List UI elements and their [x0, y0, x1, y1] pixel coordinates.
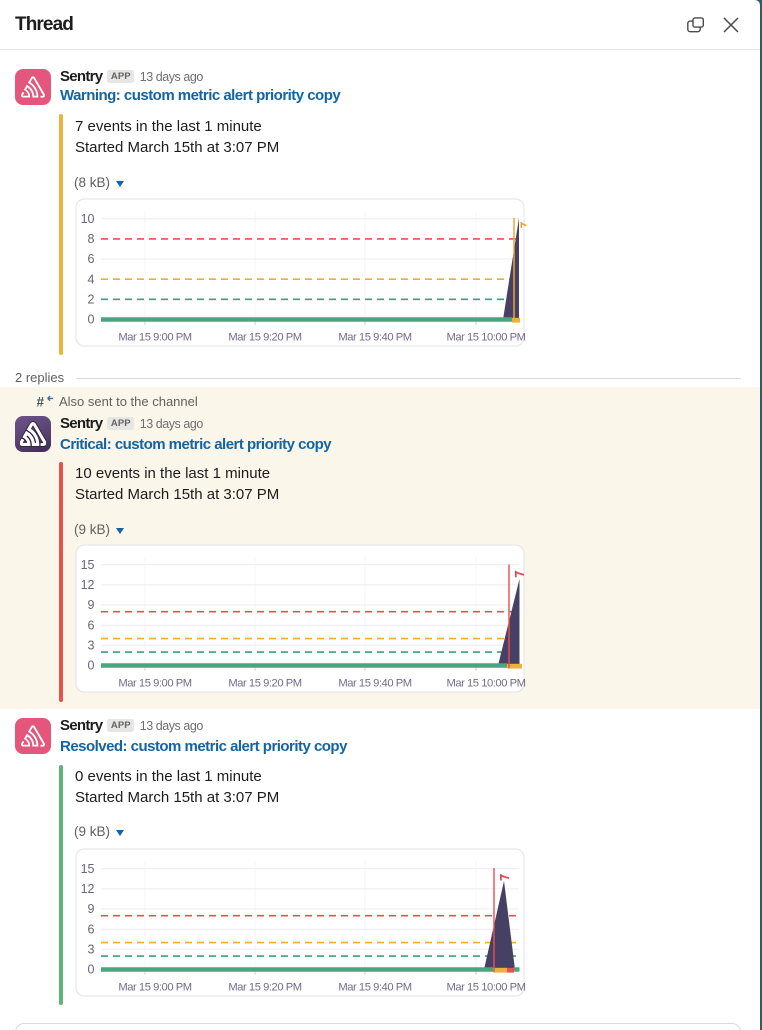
svg-text:Mar 15 10:00 PM: Mar 15 10:00 PM [446, 678, 525, 690]
svg-text:6: 6 [88, 252, 95, 266]
svg-text:10: 10 [81, 212, 95, 226]
svg-text:0: 0 [88, 313, 95, 327]
svg-text:12: 12 [81, 578, 95, 592]
svg-text:Mar 15 9:00 PM: Mar 15 9:00 PM [118, 678, 191, 690]
svg-text:15: 15 [81, 862, 95, 876]
svg-text:6: 6 [88, 618, 95, 632]
svg-text:6: 6 [88, 922, 95, 936]
svg-text:9: 9 [88, 598, 95, 612]
svg-text:12: 12 [81, 882, 95, 896]
svg-text:0: 0 [88, 963, 95, 977]
svg-text:Mar 15 9:00 PM: Mar 15 9:00 PM [118, 332, 191, 344]
svg-text:Mar 15 10:00 PM: Mar 15 10:00 PM [446, 982, 525, 994]
svg-text:Mar 15 9:40 PM: Mar 15 9:40 PM [338, 332, 411, 344]
svg-text:8: 8 [88, 232, 95, 246]
svg-text:Mar 15 9:20 PM: Mar 15 9:20 PM [228, 332, 301, 344]
svg-text:15: 15 [81, 558, 95, 572]
svg-text:3: 3 [88, 943, 95, 957]
svg-text:0: 0 [88, 659, 95, 673]
svg-text:4: 4 [88, 272, 95, 286]
svg-text:3: 3 [88, 639, 95, 653]
svg-text:9: 9 [88, 902, 95, 916]
svg-text:Mar 15 9:40 PM: Mar 15 9:40 PM [338, 982, 411, 994]
svg-text:2: 2 [88, 293, 95, 307]
svg-text:Mar 15 9:20 PM: Mar 15 9:20 PM [228, 982, 301, 994]
svg-text:Mar 15 9:20 PM: Mar 15 9:20 PM [228, 678, 301, 690]
svg-text:Mar 15 10:00 PM: Mar 15 10:00 PM [446, 332, 525, 344]
svg-text:#: # [37, 395, 45, 408]
svg-text:Mar 15 9:40 PM: Mar 15 9:40 PM [338, 678, 411, 690]
svg-text:Mar 15 9:00 PM: Mar 15 9:00 PM [118, 982, 191, 994]
